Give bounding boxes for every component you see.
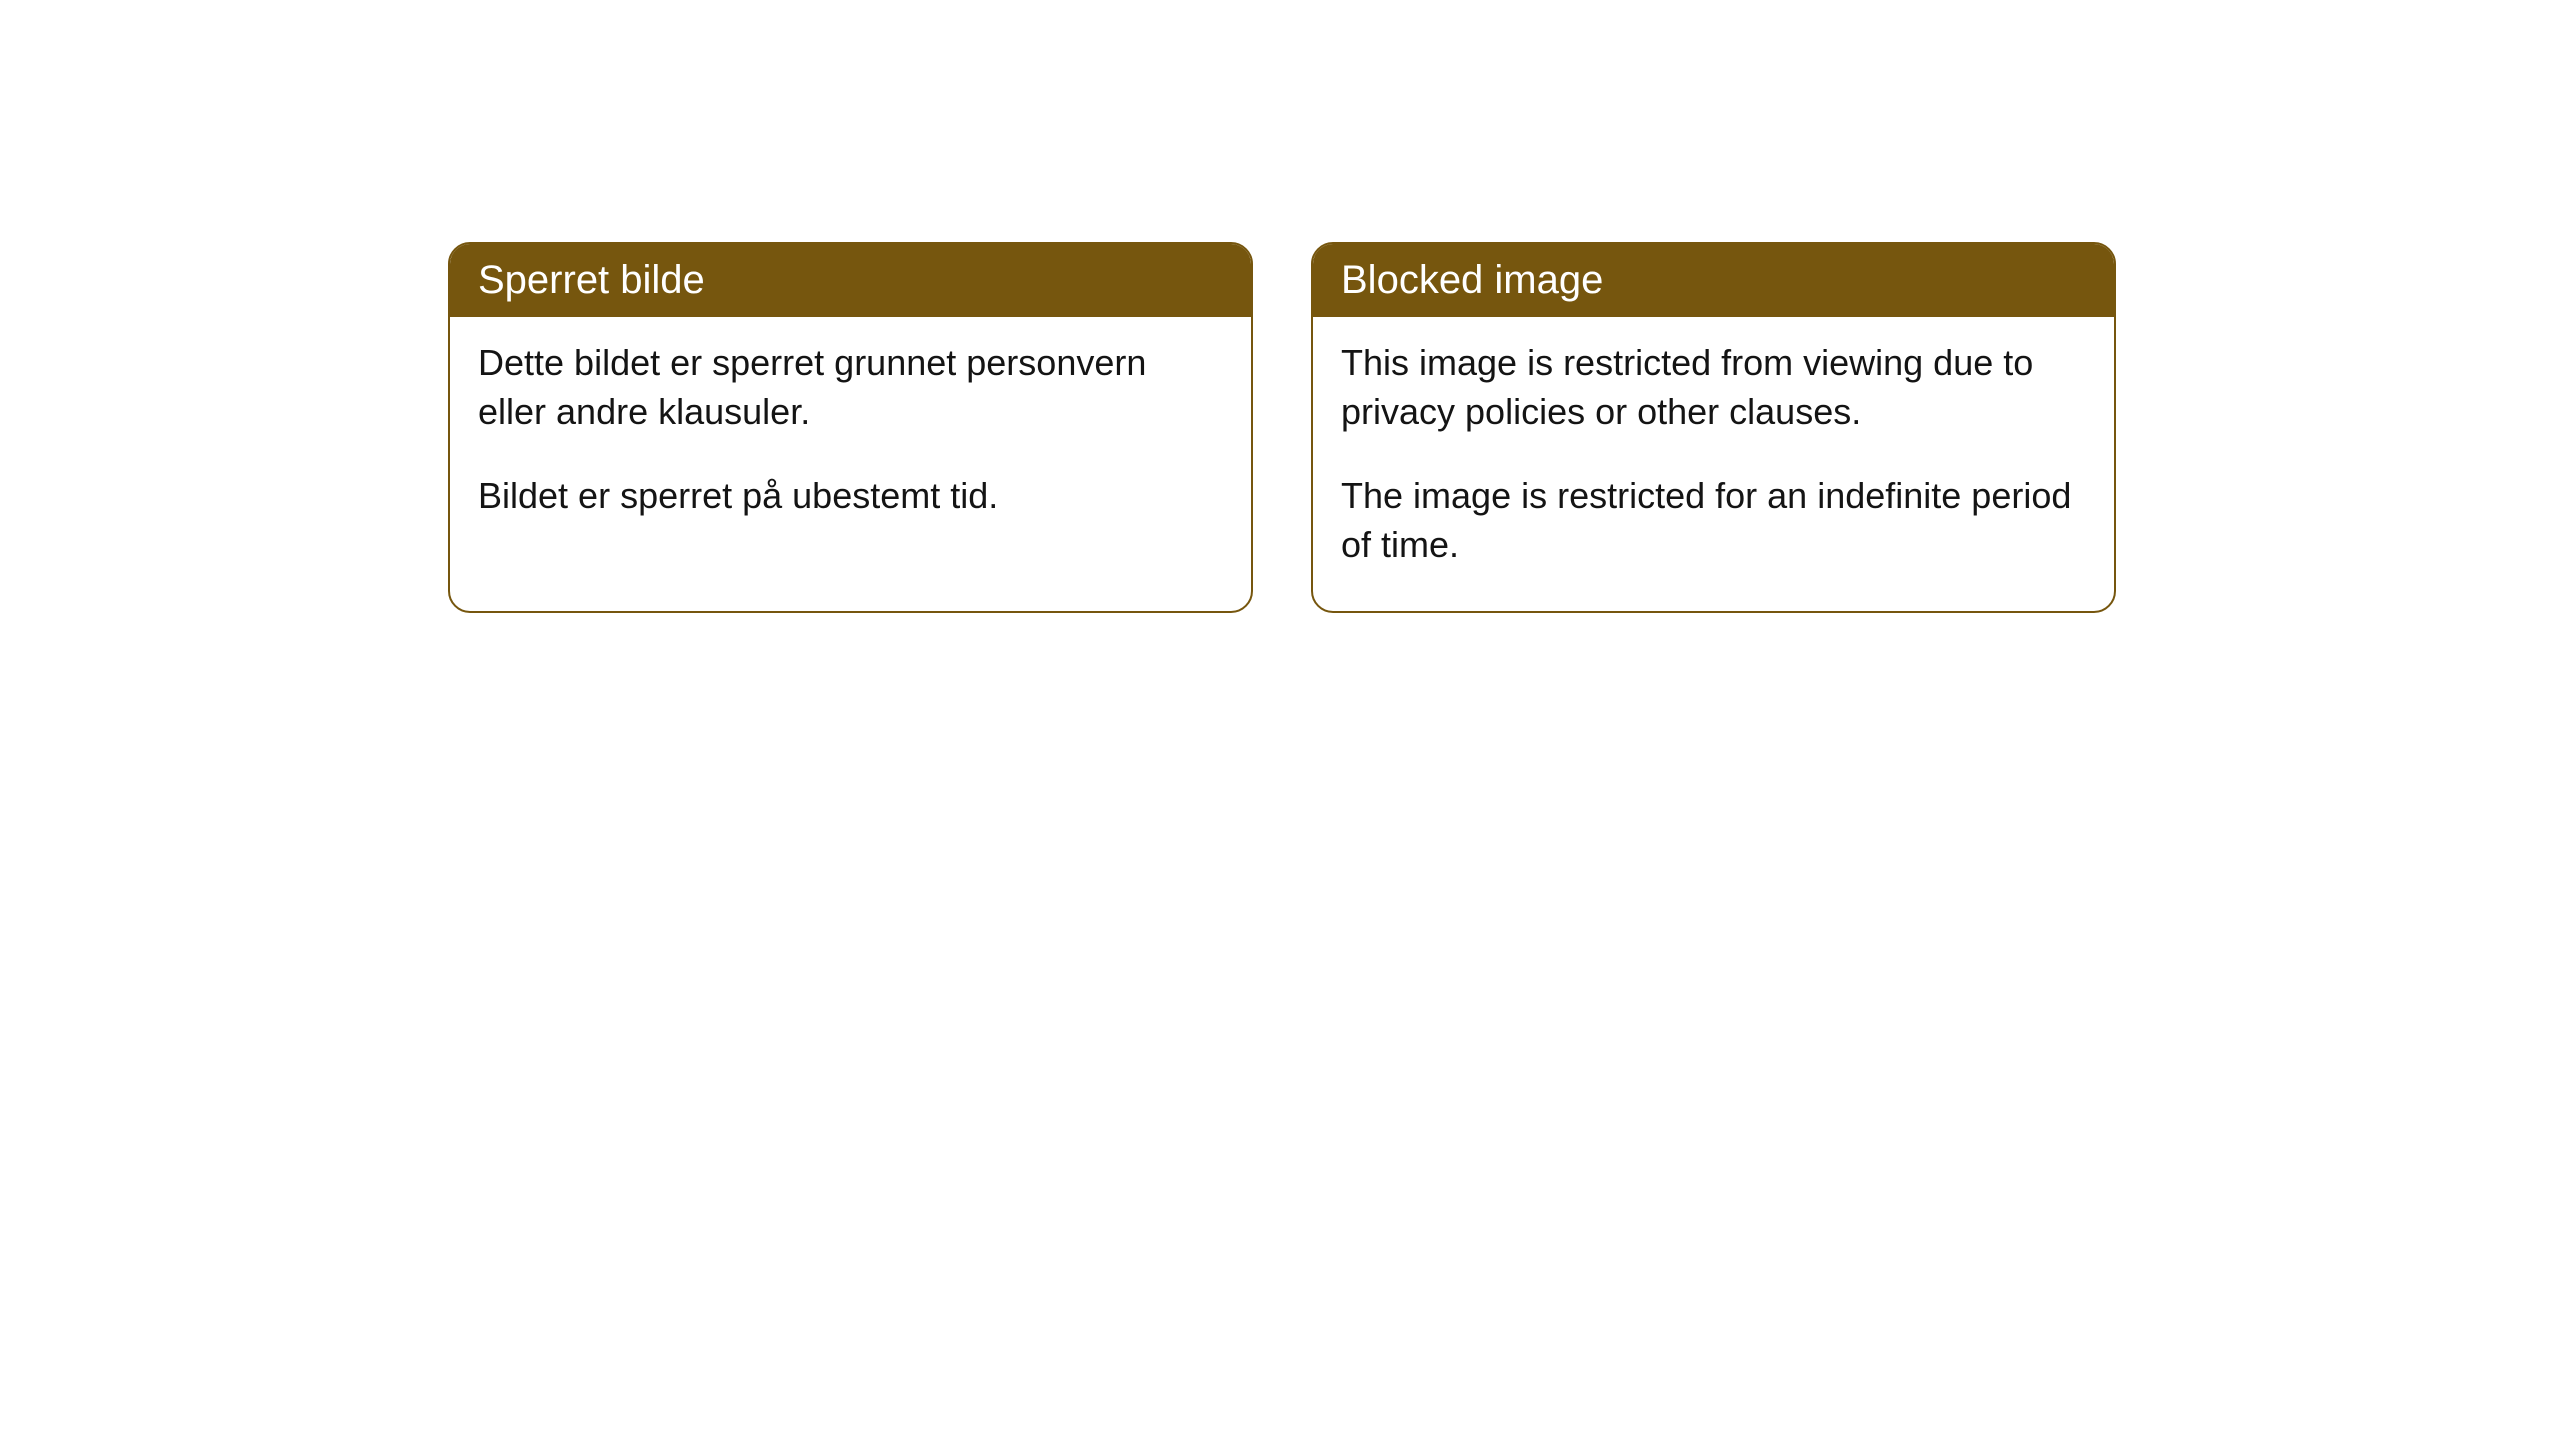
card-body-norwegian: Dette bildet er sperret grunnet personve…: [450, 317, 1251, 563]
blocked-image-card-norwegian: Sperret bilde Dette bildet er sperret gr…: [448, 242, 1253, 613]
notice-cards-container: Sperret bilde Dette bildet er sperret gr…: [448, 242, 2116, 613]
card-title: Sperret bilde: [478, 258, 705, 302]
card-body-english: This image is restricted from viewing du…: [1313, 317, 2114, 611]
notice-text: This image is restricted from viewing du…: [1341, 339, 2086, 436]
card-header-english: Blocked image: [1313, 244, 2114, 317]
card-header-norwegian: Sperret bilde: [450, 244, 1251, 317]
notice-text: Bildet er sperret på ubestemt tid.: [478, 472, 1223, 521]
card-title: Blocked image: [1341, 258, 1603, 302]
notice-text: The image is restricted for an indefinit…: [1341, 472, 2086, 569]
blocked-image-card-english: Blocked image This image is restricted f…: [1311, 242, 2116, 613]
notice-text: Dette bildet er sperret grunnet personve…: [478, 339, 1223, 436]
